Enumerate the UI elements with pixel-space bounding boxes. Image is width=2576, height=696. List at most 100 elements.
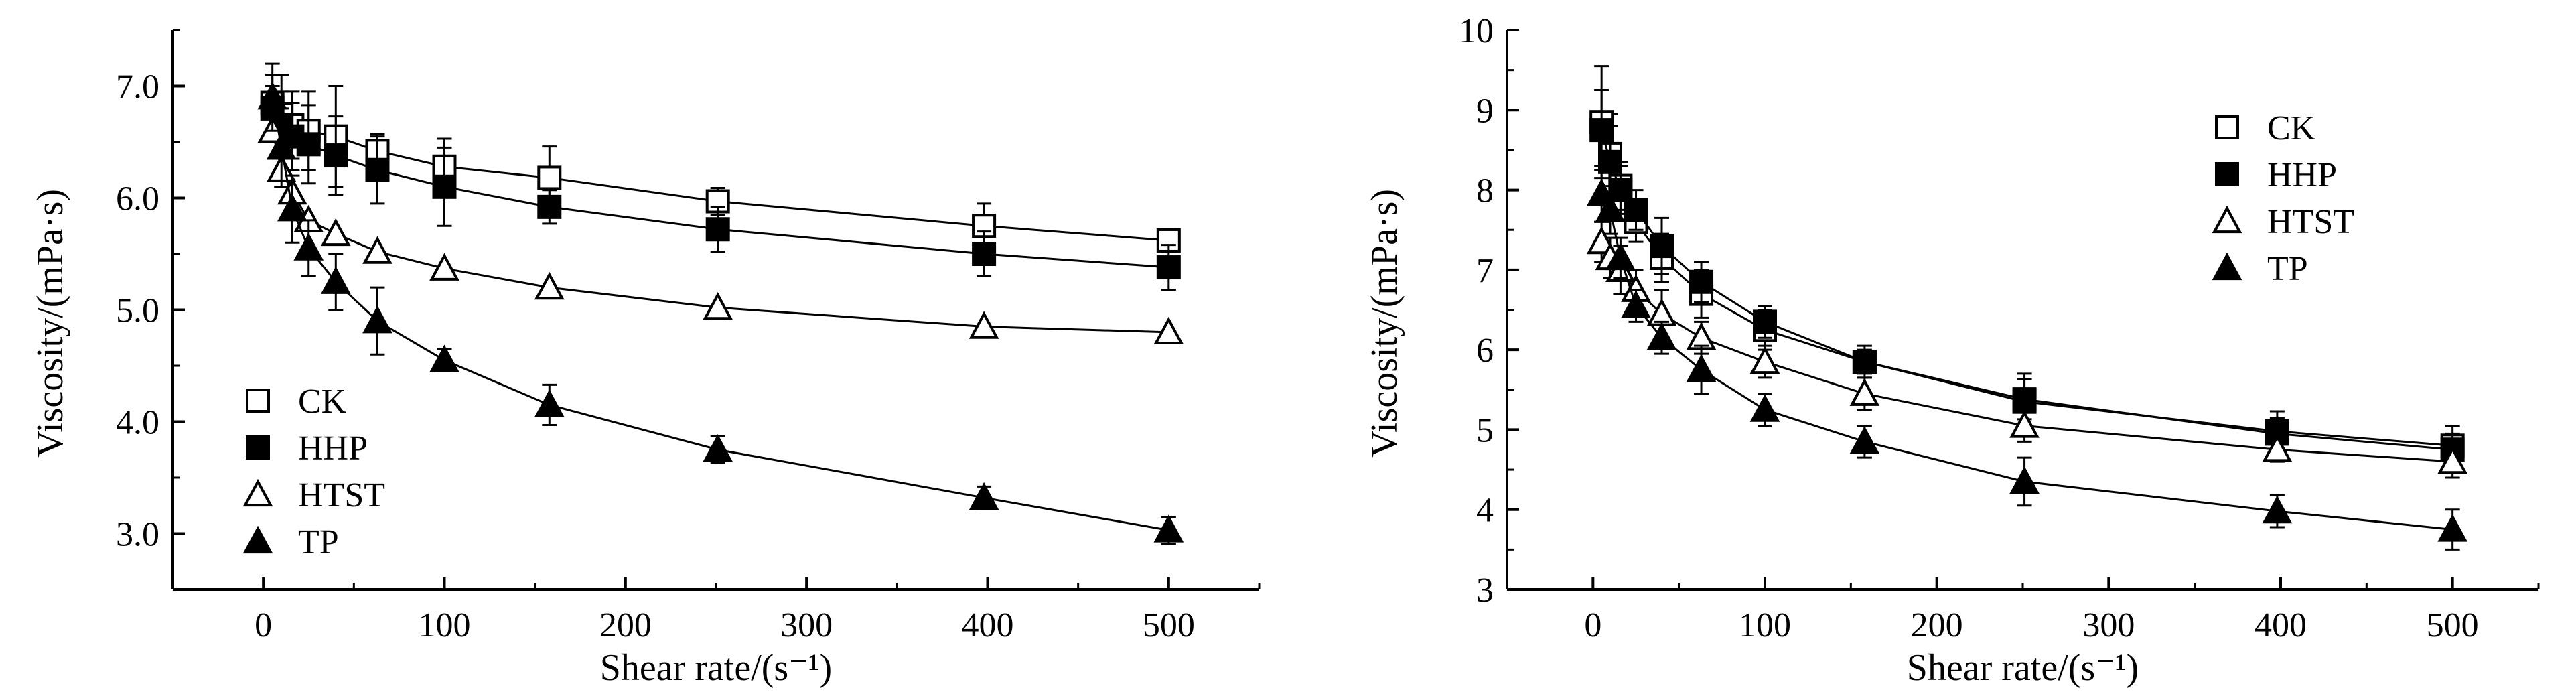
legend-label-htst: HTST bbox=[298, 476, 385, 514]
y-tick-label: 5 bbox=[1476, 411, 1494, 449]
y-tick-label: 4 bbox=[1476, 492, 1494, 530]
data-point-htst bbox=[429, 253, 459, 281]
data-point-tp bbox=[2009, 466, 2040, 494]
data-point-tp bbox=[1686, 354, 1717, 382]
legend-marker-htst bbox=[2212, 205, 2242, 234]
legend: CK HHP HTST TP bbox=[2212, 109, 2354, 288]
data-point-htst bbox=[969, 311, 999, 339]
y-axis-title: Viscosity/(mPa·s) bbox=[1364, 189, 1405, 458]
x-tick-label: 400 bbox=[2255, 606, 2307, 644]
y-tick-label: 7.0 bbox=[116, 68, 159, 107]
x-tick-label: 200 bbox=[1911, 606, 1963, 644]
x-tick-label: 200 bbox=[599, 606, 652, 644]
series-tp bbox=[257, 62, 1184, 545]
data-point-tp bbox=[1646, 322, 1677, 350]
x-axis-title: Shear rate/(s⁻¹) bbox=[1907, 647, 2139, 689]
data-point-hhp bbox=[365, 157, 390, 182]
data-point-hhp bbox=[1650, 234, 1674, 259]
x-tick-label: 300 bbox=[2082, 606, 2135, 644]
data-point-htst bbox=[1849, 378, 1880, 406]
data-point-hhp bbox=[705, 217, 730, 242]
data-point-htst bbox=[320, 218, 351, 247]
data-point-tp bbox=[2437, 514, 2468, 542]
y-tick-label: 3 bbox=[1476, 571, 1494, 610]
series-tp bbox=[1586, 165, 2468, 551]
legend-label-tp: TP bbox=[298, 523, 339, 561]
data-point-tp bbox=[293, 232, 324, 261]
data-point-tp bbox=[1153, 514, 1184, 543]
legend-marker-ck bbox=[2215, 115, 2239, 139]
legend-label-htst: HTST bbox=[2267, 203, 2354, 241]
data-point-ck bbox=[537, 165, 562, 190]
x-tick-label: 400 bbox=[962, 606, 1014, 644]
legend-label-ck: CK bbox=[298, 382, 347, 421]
legend-label-tp: TP bbox=[2267, 250, 2308, 288]
data-point-tp bbox=[1621, 290, 1651, 318]
legend-marker-hhp bbox=[2215, 162, 2239, 186]
data-point-tp bbox=[1749, 394, 1780, 422]
data-point-ck bbox=[705, 189, 730, 214]
y-tick-label: 6.0 bbox=[116, 180, 159, 218]
data-point-hhp bbox=[2012, 387, 2037, 412]
data-point-tp bbox=[362, 305, 392, 334]
data-point-tp bbox=[320, 266, 351, 294]
data-point-hhp bbox=[1598, 149, 1622, 174]
y-axis-title: Viscosity/(mPa·s) bbox=[29, 189, 71, 458]
x-tick-label: 100 bbox=[419, 606, 471, 644]
data-point-htst bbox=[2009, 410, 2040, 438]
data-point-htst bbox=[2262, 434, 2293, 462]
data-point-tp bbox=[534, 389, 565, 417]
data-point-tp bbox=[1595, 194, 1626, 222]
data-point-hhp bbox=[1624, 198, 1648, 222]
legend-marker-tp bbox=[242, 525, 273, 554]
data-point-hhp bbox=[1689, 269, 1714, 294]
data-point-tp bbox=[969, 482, 999, 510]
legend-label-hhp: HHP bbox=[2267, 156, 2337, 194]
legend-label-ck: CK bbox=[2267, 109, 2316, 147]
data-point-hhp bbox=[1156, 255, 1181, 280]
data-point-tp bbox=[1605, 242, 1636, 271]
data-point-hhp bbox=[1852, 350, 1877, 374]
legend-marker-tp bbox=[2212, 252, 2242, 281]
legend-label-hhp: HHP bbox=[298, 429, 368, 468]
legend-marker-hhp bbox=[246, 435, 270, 460]
y-tick-label: 10 bbox=[1459, 12, 1494, 50]
data-point-tp bbox=[266, 132, 297, 160]
data-point-htst bbox=[1153, 316, 1184, 345]
y-tick-label: 9 bbox=[1476, 92, 1494, 130]
x-tick-label: 0 bbox=[1584, 606, 1601, 644]
data-point-tp bbox=[1849, 426, 1880, 454]
data-point-tp bbox=[703, 434, 733, 462]
legend-marker-ck bbox=[246, 389, 270, 413]
data-point-hhp bbox=[296, 132, 321, 157]
x-axis-title: Shear rate/(s⁻¹) bbox=[600, 647, 832, 689]
legend-marker-htst bbox=[242, 478, 273, 507]
data-point-htst bbox=[1749, 346, 1780, 374]
left-chart-panel: 0 100 200 300 400 500 3.0 4.0 5.0 6.0 7.0 Shear rat… bbox=[29, 29, 1261, 689]
data-point-hhp bbox=[432, 174, 457, 199]
legend: CK HHP HTST TP bbox=[242, 382, 385, 561]
data-point-htst bbox=[362, 236, 392, 264]
data-point-htst bbox=[534, 271, 565, 300]
x-tick-label: 500 bbox=[1143, 606, 1195, 644]
y-tick-label: 5.0 bbox=[116, 292, 159, 330]
x-tick-label: 100 bbox=[1739, 606, 1791, 644]
x-tick-label: 0 bbox=[255, 606, 272, 644]
data-point-hhp bbox=[1589, 118, 1614, 143]
data-point-tp bbox=[429, 344, 459, 372]
data-point-hhp bbox=[324, 143, 348, 168]
data-point-hhp bbox=[1608, 178, 1633, 202]
y-tick-label: 6 bbox=[1476, 332, 1494, 370]
data-point-tp bbox=[277, 193, 307, 222]
data-point-htst bbox=[703, 291, 733, 320]
x-tick-label: 500 bbox=[2427, 606, 2479, 644]
data-point-hhp bbox=[537, 194, 562, 219]
y-tick-label: 7 bbox=[1476, 252, 1494, 290]
x-tick-label: 300 bbox=[780, 606, 833, 644]
data-point-htst bbox=[2437, 445, 2468, 474]
data-point-hhp bbox=[1753, 309, 1777, 334]
y-tick-label: 4.0 bbox=[116, 404, 159, 442]
data-point-hhp bbox=[972, 242, 997, 266]
data-point-tp bbox=[2262, 495, 2293, 524]
